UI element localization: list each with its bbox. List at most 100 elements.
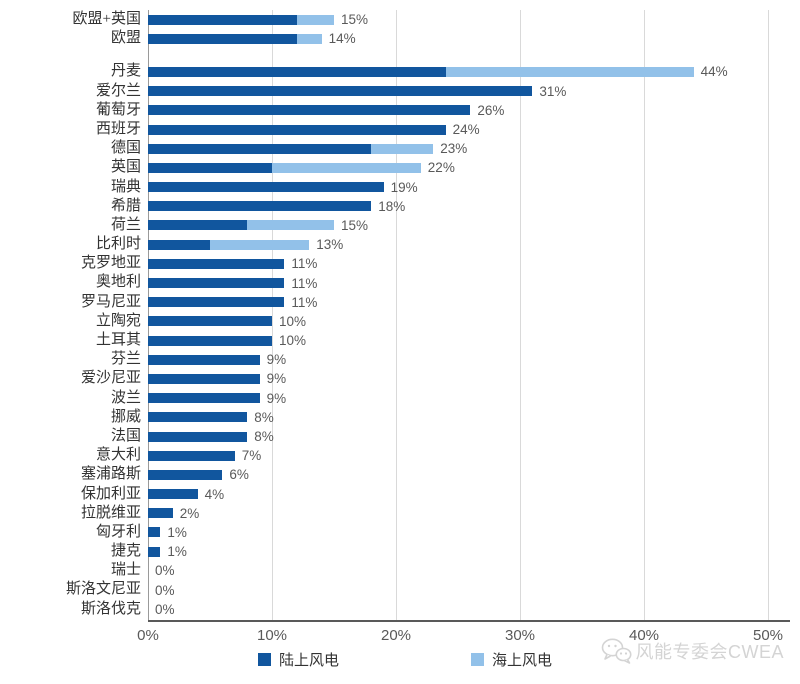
onshore-bar-segment [148, 373, 260, 384]
watermark: 风能专委会CWEA [600, 637, 785, 665]
bar-track: 1% [148, 523, 800, 542]
onshore-bar-segment [148, 239, 210, 250]
value-label: 26% [477, 102, 505, 118]
bar-row: 比利时 13% [0, 235, 800, 254]
bar-row: 瑞典 19% [0, 178, 800, 197]
bar-row: 挪威 8% [0, 408, 800, 427]
onshore-bar-segment [148, 162, 272, 173]
bar-track: 11% [148, 273, 800, 292]
onshore-bar-segment [148, 508, 173, 519]
onshore-legend-swatch [258, 653, 271, 666]
country-label: 拉脱维亚 [80, 504, 141, 521]
onshore-bar-segment [148, 335, 272, 346]
country-label: 希腊 [110, 197, 141, 214]
onshore-bar-segment [148, 412, 248, 423]
country-label: 爱沙尼亚 [80, 370, 141, 387]
country-label: 立陶宛 [95, 312, 141, 329]
group-gap [0, 48, 800, 62]
country-label: 西班牙 [95, 120, 141, 137]
country-label: 爱尔兰 [95, 82, 141, 99]
offshore-bar-segment [272, 162, 421, 173]
bar-rows-container: 欧盟+英国 15% 欧盟 14% 丹麦 44% 爱尔兰 31% 葡萄牙 26% 西班牙 24% 德国 23… [0, 10, 800, 619]
x-tick-label: 30% [504, 627, 536, 644]
bar-track: 4% [148, 485, 800, 504]
value-label: 2% [179, 505, 200, 521]
wechat-icon [601, 638, 631, 664]
country-label: 罗马尼亚 [80, 293, 141, 310]
value-label: 11% [291, 256, 318, 272]
onshore-bar-segment [148, 14, 297, 25]
onshore-bar-segment [148, 297, 285, 308]
onshore-bar-segment [148, 143, 372, 154]
bar-row: 葡萄牙 26% [0, 101, 800, 120]
legend-item-onshore: 陆上风电 [258, 649, 339, 670]
gridline-20pct [396, 10, 397, 620]
value-label: 8% [254, 429, 274, 445]
value-label: 4% [204, 486, 225, 502]
bar-track: 23% [148, 139, 800, 158]
bar-row: 斯洛文尼亚 0% [0, 580, 800, 599]
bar-row: 荷兰 15% [0, 216, 800, 235]
bar-track: 0% [148, 580, 800, 599]
bar-row: 爱沙尼亚 9% [0, 369, 800, 388]
onshore-bar-segment [148, 201, 372, 212]
bar-row: 英国 22% [0, 158, 800, 177]
bar-track: 0% [148, 561, 800, 580]
bar-track: 14% [148, 29, 800, 48]
bar-track: 2% [148, 504, 800, 523]
bar-track: 44% [148, 62, 800, 81]
value-label: 9% [266, 352, 287, 368]
country-label: 丹麦 [110, 63, 141, 80]
onshore-bar-segment [148, 33, 297, 44]
country-label: 塞浦路斯 [80, 466, 141, 483]
x-tick-label: 40% [628, 627, 660, 644]
value-label: 11% [291, 275, 318, 291]
bar-track: 13% [148, 235, 800, 254]
bar-row: 法国 8% [0, 427, 800, 446]
onshore-bar-segment [148, 278, 285, 289]
onshore-bar-segment [148, 86, 533, 97]
bar-row: 捷克 1% [0, 542, 800, 561]
y-axis-line [148, 10, 149, 620]
country-label: 瑞士 [110, 562, 141, 579]
value-label: 19% [390, 179, 418, 195]
bar-row: 波兰 9% [0, 389, 800, 408]
country-label: 斯洛文尼亚 [65, 581, 141, 598]
offshore-bar-segment [445, 66, 694, 77]
value-label: 6% [229, 467, 249, 483]
bar-row: 希腊 18% [0, 197, 800, 216]
gridline-30pct [520, 10, 521, 620]
bar-row: 欧盟 14% [0, 29, 800, 48]
country-label: 捷克 [110, 543, 141, 560]
onshore-bar-segment [148, 105, 471, 116]
bar-row: 罗马尼亚 11% [0, 293, 800, 312]
bar-row: 意大利 7% [0, 446, 800, 465]
bar-track: 9% [148, 369, 800, 388]
value-label: 8% [254, 409, 274, 425]
bar-track: 15% [148, 216, 800, 235]
value-label: 0% [155, 582, 175, 598]
bar-track: 9% [148, 350, 800, 369]
bar-row: 保加利亚 4% [0, 485, 800, 504]
bar-row: 爱尔兰 31% [0, 82, 800, 101]
onshore-bar-segment [148, 431, 248, 442]
bar-track: 11% [148, 293, 800, 312]
value-label: 18% [378, 198, 406, 214]
value-label: 0% [155, 563, 175, 579]
bar-row: 匈牙利 1% [0, 523, 800, 542]
country-label: 欧盟 [110, 30, 141, 47]
value-label: 31% [539, 83, 567, 99]
bar-track: 18% [148, 197, 800, 216]
onshore-bar-segment [148, 354, 260, 365]
bar-track: 8% [148, 408, 800, 427]
country-label: 土耳其 [95, 332, 141, 348]
bar-track: 11% [148, 254, 800, 273]
country-label: 保加利亚 [80, 485, 141, 502]
country-label: 德国 [110, 140, 141, 157]
bar-row: 西班牙 24% [0, 120, 800, 139]
country-label: 匈牙利 [95, 523, 141, 540]
bar-track: 9% [148, 389, 800, 408]
value-label: 10% [279, 313, 307, 329]
value-label: 0% [155, 601, 175, 617]
